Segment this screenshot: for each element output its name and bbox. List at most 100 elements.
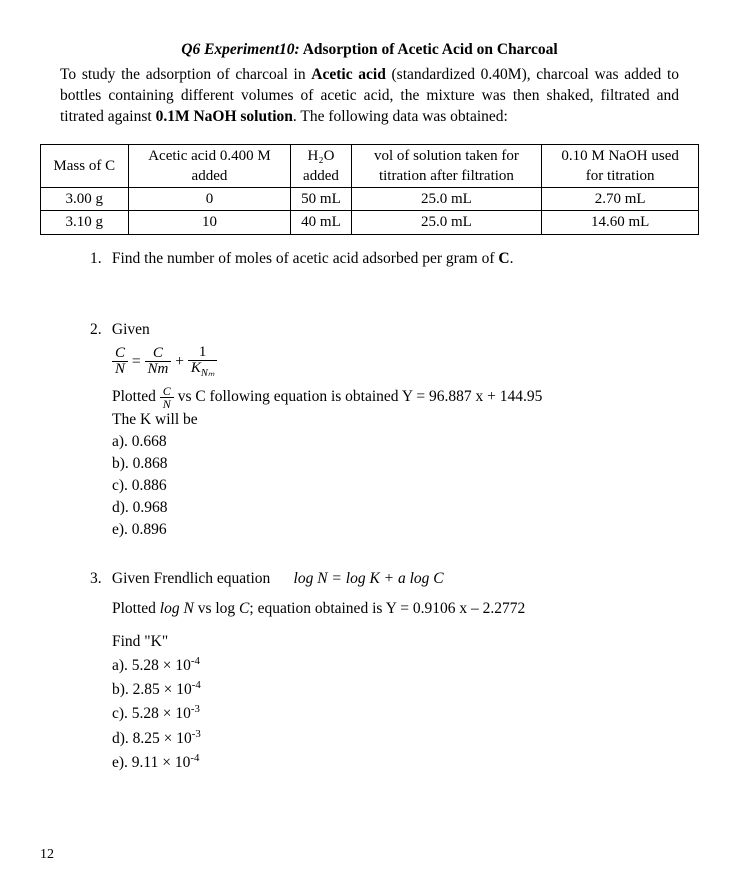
frac-1-over-knm: 1 KNₘ [188, 345, 218, 380]
frac-c-over-nm: C Nm [145, 346, 172, 377]
frac-num: C [112, 346, 128, 362]
q2-opt-c: c). 0.886 [112, 476, 669, 497]
q3-opt-b: b). 2.85 × 10-4 [112, 678, 669, 701]
q1-bold-c: C [498, 250, 509, 267]
question-title: Q6 Experiment10: Adsorption of Acetic Ac… [40, 40, 699, 61]
question-1: 1. Find the number of moles of acetic ac… [90, 249, 669, 270]
q3-plotted-line: Plotted log N vs log C; equation obtaine… [112, 599, 669, 620]
opt-pre: a). 5.28 × 10 [112, 657, 191, 674]
q2-plotted-line: Plotted CN vs C following equation is ob… [112, 385, 669, 410]
td-mass: 3.00 g [41, 188, 129, 211]
q3-plot-seg1: Plotted [112, 600, 160, 617]
th-naoh-l2: for titration [586, 168, 655, 184]
frac-num: 1 [188, 345, 218, 361]
th-acetic-l1: Acetic acid 0.400 M [148, 148, 270, 164]
intro-paragraph: To study the adsorption of charcoal in A… [60, 65, 679, 128]
title-prefix: Q6 Experiment10: [181, 41, 299, 58]
frac-den: Nm [145, 362, 172, 377]
eq-sign: = [132, 352, 145, 369]
q2-plotted-pre: Plotted [112, 388, 160, 405]
th-volsol-l1: vol of solution taken for [374, 148, 519, 164]
page: Q6 Experiment10: Adsorption of Acetic Ac… [0, 0, 739, 889]
q3-opt-a: a). 5.28 × 10-4 [112, 654, 669, 677]
opt-pre: e). 9.11 × 10 [112, 754, 190, 771]
table-row: 3.10 g 10 40 mL 25.0 mL 14.60 mL [41, 211, 699, 234]
td-acetic: 0 [128, 188, 291, 211]
q2-opt-e: e). 0.896 [112, 520, 669, 541]
question-list: 1. Find the number of moles of acetic ac… [90, 249, 669, 774]
th-h2o-l1: H₂O [308, 148, 335, 164]
plus-sign: + [175, 352, 188, 369]
th-volsol: vol of solution taken for titration after… [351, 144, 542, 188]
q2-given: Given [112, 321, 150, 338]
q2-equation: C N = C Nm + 1 KNₘ [112, 345, 669, 380]
q2-options: a). 0.668 b). 0.868 c). 0.886 d). 0.968 … [112, 432, 669, 541]
th-naoh-l1: 0.10 M NaOH used [561, 148, 679, 164]
td-mass: 3.10 g [41, 211, 129, 234]
q3-plot-c: C [239, 600, 249, 617]
td-acetic: 10 [128, 211, 291, 234]
q2-plotted-post: vs C following equation is obtained Y = … [174, 388, 543, 405]
question-2: 2. Given C N = C Nm + 1 KNₘ [90, 320, 669, 541]
frac-den: N [112, 362, 128, 377]
th-volsol-l2: titration after filtration [379, 168, 514, 184]
opt-exp: -3 [192, 728, 201, 740]
intro-seg1: To study the adsorption of charcoal in [60, 66, 311, 83]
frac-c-over-n-inline: CN [160, 385, 174, 410]
opt-pre: c). 5.28 × 10 [112, 706, 191, 723]
q3-number: 3. [90, 569, 108, 590]
th-acetic-l2: added [192, 168, 228, 184]
q2-opt-d: d). 0.968 [112, 498, 669, 519]
q3-plot-seg3: vs log [194, 600, 239, 617]
q3-opt-c: c). 5.28 × 10-3 [112, 702, 669, 725]
td-naoh: 2.70 mL [542, 188, 699, 211]
q3-text: Given Frendlich equation [112, 570, 270, 587]
q2-number: 2. [90, 320, 108, 341]
td-h2o: 40 mL [291, 211, 351, 234]
q2-opt-b: b). 0.868 [112, 454, 669, 475]
q3-find-k: Find "K" [112, 632, 669, 653]
q1-number: 1. [90, 249, 108, 270]
title-rest: Adsorption of Acetic Acid on Charcoal [300, 41, 558, 58]
page-number: 12 [40, 846, 54, 865]
opt-exp: -4 [190, 752, 199, 764]
knm-sub: Nₘ [201, 368, 215, 379]
frac-den: N [160, 398, 174, 410]
knm-k: K [191, 360, 201, 376]
frac-c-over-n: C N [112, 346, 128, 377]
opt-pre: d). 8.25 × 10 [112, 730, 192, 747]
td-naoh: 14.60 mL [542, 211, 699, 234]
q3-plot-seg5: ; equation obtained is Y = 0.9106 x – 2.… [249, 600, 525, 617]
frac-den: KNₘ [188, 361, 218, 380]
table-header-row: Mass of C Acetic acid 0.400 M added H₂Oad… [41, 144, 699, 188]
q3-body: Plotted log N vs log C; equation obtaine… [112, 599, 669, 773]
table-row: 3.00 g 0 50 mL 25.0 mL 2.70 mL [41, 188, 699, 211]
q1-text: Find the number of moles of acetic acid … [112, 250, 499, 267]
th-mass-text: Mass of C [53, 158, 115, 174]
th-acetic: Acetic acid 0.400 M added [128, 144, 291, 188]
td-volsol: 25.0 mL [351, 211, 542, 234]
q1-dot: . [510, 250, 514, 267]
q3-options: a). 5.28 × 10-4 b). 2.85 × 10-4 c). 5.28… [112, 654, 669, 773]
th-mass: Mass of C [41, 144, 129, 188]
q2-body: C N = C Nm + 1 KNₘ Plotted CN vs [112, 345, 669, 541]
opt-exp: -3 [191, 703, 200, 715]
opt-pre: b). 2.85 × 10 [112, 682, 192, 699]
q3-equation: log N = log K + a log C [294, 570, 444, 587]
q3-plot-logn: log N [160, 600, 194, 617]
td-volsol: 25.0 mL [351, 188, 542, 211]
th-h2o: H₂Oadded [291, 144, 351, 188]
frac-num: C [145, 346, 172, 362]
intro-seg3: . The following data was obtained: [293, 108, 508, 125]
opt-exp: -4 [191, 655, 200, 667]
data-table: Mass of C Acetic acid 0.400 M added H₂Oad… [40, 144, 699, 235]
question-3: 3. Given Frendlich equation log N = log … [90, 569, 669, 774]
intro-bold1: Acetic acid [311, 66, 386, 83]
th-naoh: 0.10 M NaOH used for titration [542, 144, 699, 188]
q2-k-will-be: The K will be [112, 410, 669, 431]
opt-exp: -4 [192, 679, 201, 691]
q2-opt-a: a). 0.668 [112, 432, 669, 453]
td-h2o: 50 mL [291, 188, 351, 211]
intro-bold2: 0.1M NaOH solution [156, 108, 293, 125]
q3-opt-e: e). 9.11 × 10-4 [112, 751, 669, 774]
